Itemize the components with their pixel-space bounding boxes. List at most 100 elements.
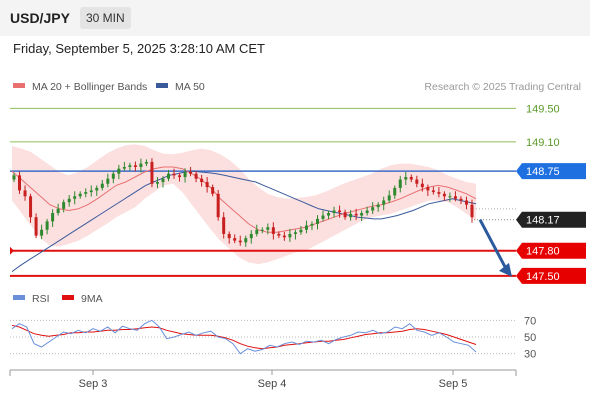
candle-body — [332, 210, 336, 214]
candle-body — [349, 213, 353, 218]
candle — [271, 222, 275, 240]
level-label-149.10: 149.10 — [526, 137, 560, 149]
candle — [332, 206, 336, 218]
candle-body — [310, 223, 314, 226]
candle — [73, 191, 77, 205]
candle-body — [365, 210, 369, 214]
candle — [360, 210, 364, 222]
candle — [260, 227, 264, 234]
candle — [266, 223, 270, 235]
candle-body — [111, 173, 115, 179]
candle-body — [150, 161, 154, 184]
candle-body — [84, 192, 88, 194]
candle — [310, 221, 314, 231]
candle — [293, 229, 297, 240]
candle-body — [398, 179, 402, 188]
candle — [304, 220, 308, 234]
candle-body — [464, 200, 468, 205]
candle — [95, 185, 99, 196]
candle-body — [277, 233, 281, 236]
time-axis: Sep 3 Sep 4 Sep 5 — [9, 369, 517, 390]
candle — [161, 176, 165, 188]
candle-body — [100, 183, 104, 188]
rsi-tick-50: 50 — [524, 332, 536, 344]
candle-body — [437, 192, 441, 194]
candle-body — [260, 229, 264, 231]
candle — [211, 184, 215, 197]
candle — [321, 210, 325, 222]
candle — [244, 235, 248, 247]
level-tag-147.50 — [516, 267, 586, 284]
candle-body — [404, 177, 408, 180]
rsi-ma-legend-label: 9MA — [81, 293, 103, 305]
candle — [409, 174, 413, 183]
candle-body — [304, 225, 308, 230]
ma50-line — [11, 170, 477, 273]
candle — [371, 202, 375, 215]
candle — [382, 196, 386, 211]
candle-body — [23, 190, 27, 197]
candle — [29, 193, 33, 223]
candle — [249, 230, 253, 244]
candle-body — [128, 165, 132, 167]
candle-body — [315, 218, 319, 224]
bollinger-band-fill — [12, 144, 476, 265]
candle — [78, 191, 82, 199]
last-price-tag — [516, 211, 586, 228]
projection-arrow-shaft — [478, 219, 507, 268]
candle — [117, 164, 121, 180]
ma50-legend-swatch — [156, 83, 168, 88]
candle-body — [233, 238, 237, 241]
candle — [376, 202, 380, 212]
candle-body — [183, 172, 187, 178]
candle — [122, 161, 126, 172]
candle-body — [426, 187, 430, 191]
candle — [431, 186, 435, 195]
header-bar: USD/JPY 30 MIN — [0, 0, 590, 36]
candle — [155, 177, 159, 189]
candle — [442, 191, 446, 201]
candle-body — [244, 238, 248, 243]
datetime-label: Friday, September 5, 2025 3:28:10 AM CET — [13, 41, 265, 56]
candle-body — [459, 198, 463, 201]
timeframe-badge[interactable]: 30 MIN — [80, 7, 131, 29]
candle-body — [194, 173, 198, 179]
candle-body — [415, 179, 419, 184]
candle — [393, 185, 397, 199]
candle-body — [448, 196, 452, 198]
ma20-line — [11, 166, 477, 233]
candle — [365, 206, 369, 216]
candle-body — [122, 166, 126, 169]
candle — [233, 234, 237, 244]
candle — [51, 209, 55, 227]
bollinger-legend-label: MA 20 + Bollinger Bands — [32, 81, 147, 93]
rsi-tick-30: 30 — [524, 349, 536, 361]
candle-body — [12, 175, 16, 180]
candle — [67, 195, 71, 207]
candle — [194, 171, 198, 183]
candle-body — [442, 193, 446, 197]
candle-body — [338, 210, 342, 213]
candle-body — [29, 196, 33, 218]
candle-body — [371, 207, 375, 211]
candle-body — [189, 172, 193, 174]
candle-body — [18, 175, 22, 191]
ma50-legend-label: MA 50 — [175, 81, 205, 93]
candle — [299, 226, 303, 235]
candle — [89, 185, 93, 197]
candle-body — [453, 196, 457, 199]
candle — [238, 235, 242, 246]
candle-body — [255, 229, 259, 234]
candle-body — [205, 182, 209, 188]
candle — [426, 184, 430, 196]
candle — [18, 171, 22, 194]
last-price-label: 148.17 — [526, 215, 560, 227]
candle-body — [321, 215, 325, 219]
candle — [106, 173, 110, 188]
candle-body — [200, 178, 204, 183]
candle — [470, 199, 474, 223]
level-label-147.80: 147.80 — [526, 246, 560, 258]
level-tag-147.80 — [516, 242, 586, 259]
